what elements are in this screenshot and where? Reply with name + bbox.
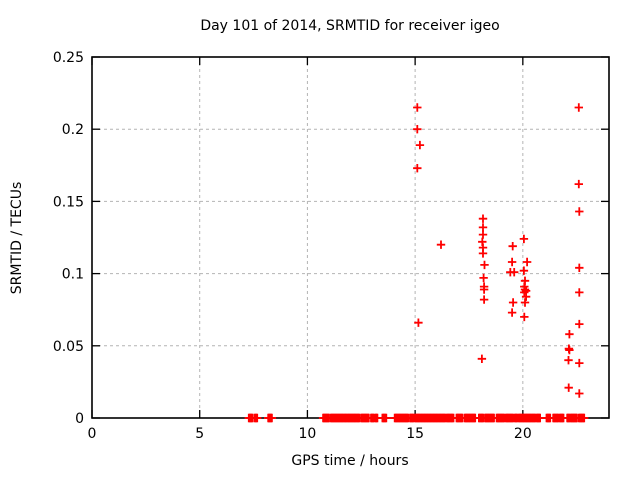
tick-labels: 0 5 10 15 20 0 0.05 0.1 0.15 0.2 0.25 — [53, 50, 532, 442]
data-point-marker — [507, 257, 517, 267]
data-point-marker — [575, 358, 584, 368]
y-tick-label: 0.05 — [53, 339, 84, 355]
data-point-marker — [574, 103, 583, 112]
data-point-marker — [520, 312, 529, 322]
data-point-marker — [479, 273, 488, 283]
data-point-marker — [580, 413, 589, 423]
chart-title: Day 101 of 2014, SRMTID for receiver ige… — [200, 18, 499, 34]
data-point-marker — [479, 285, 489, 294]
data-point-marker — [565, 345, 574, 355]
data-point-marker — [479, 295, 489, 304]
data-point-marker — [564, 356, 573, 365]
data-point-marker — [480, 260, 489, 270]
data-point-marker — [508, 298, 518, 307]
data-point-marker — [521, 292, 531, 301]
data-point-marker — [382, 413, 391, 423]
data-point-marker — [253, 413, 262, 423]
data-point-marker — [522, 257, 532, 267]
x-tick-label: 20 — [514, 426, 532, 442]
x-tick-label: 0 — [88, 426, 97, 442]
data-point-marker — [414, 318, 423, 327]
y-tick-label: 0.1 — [62, 267, 84, 283]
data-point-marker — [575, 263, 584, 272]
data-point-marker — [575, 319, 584, 329]
x-tick-label: 15 — [406, 426, 424, 442]
data-point-marker — [413, 125, 422, 134]
data-point-marker — [436, 240, 446, 249]
y-tick-label: 0.25 — [53, 50, 84, 66]
data-point-marker — [478, 214, 488, 223]
x-axis-label: GPS time / hours — [291, 453, 408, 469]
data-points — [244, 103, 589, 423]
data-point-marker — [564, 383, 573, 392]
y-tick-label: 0 — [75, 411, 84, 427]
data-point-marker — [477, 354, 487, 363]
data-point-marker — [508, 242, 517, 251]
plot-border — [91, 56, 610, 419]
data-point-marker — [565, 330, 574, 339]
data-point-marker — [267, 413, 277, 423]
axis-ticks — [91, 56, 609, 419]
y-tick-label: 0.15 — [53, 194, 84, 210]
data-point-marker — [478, 223, 488, 232]
data-point-marker — [520, 288, 529, 297]
data-point-marker — [520, 298, 530, 307]
data-point-marker — [575, 207, 584, 216]
gridlines — [92, 57, 609, 418]
data-point-marker — [415, 140, 425, 150]
data-point-marker — [510, 268, 519, 277]
data-point-marker — [507, 308, 517, 317]
y-tick-label: 0.2 — [62, 122, 84, 138]
data-point-marker — [478, 230, 488, 239]
data-point-marker — [413, 103, 422, 112]
data-point-marker — [574, 179, 583, 189]
data-point-marker — [413, 164, 422, 173]
x-tick-label: 10 — [299, 426, 317, 442]
plot-border-rect — [91, 56, 610, 419]
data-point-marker — [519, 266, 529, 275]
y-axis-label: SRMTID / TECUs — [9, 182, 25, 295]
x-tick-label: 5 — [195, 426, 204, 442]
data-point-marker — [519, 234, 529, 244]
data-point-marker — [478, 249, 488, 258]
data-point-marker — [575, 389, 584, 398]
data-point-marker — [575, 288, 584, 297]
